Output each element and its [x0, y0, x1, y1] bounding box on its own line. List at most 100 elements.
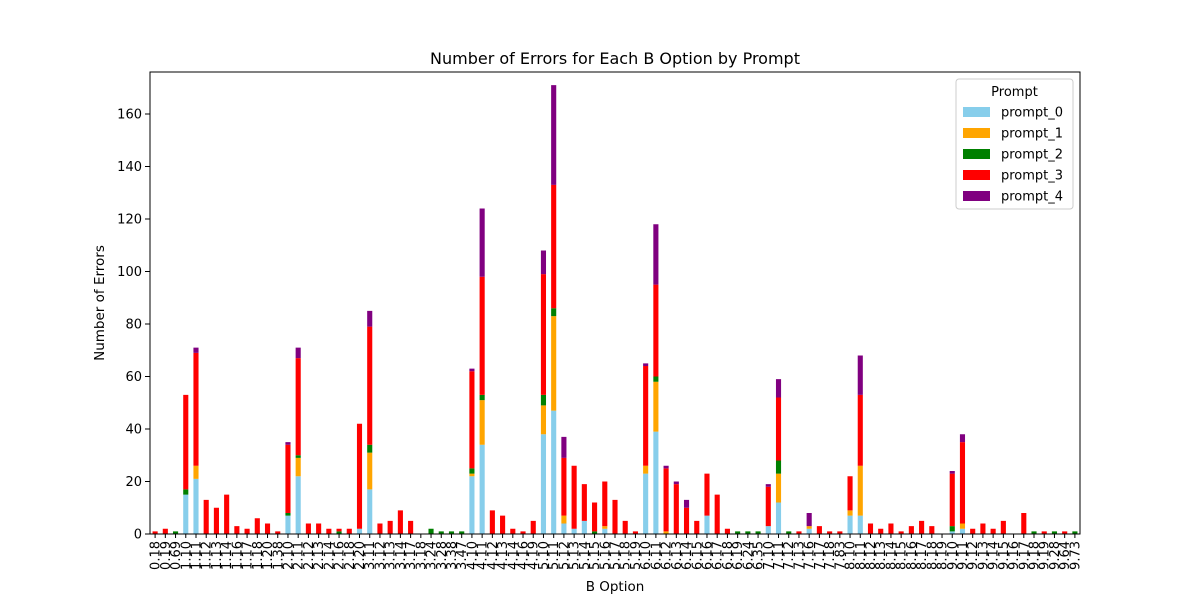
x-tick-label-42: 5.14	[578, 541, 593, 570]
bar-segment-prompt_3-82	[990, 528, 996, 534]
bar-segment-prompt_2-90	[1072, 531, 1078, 535]
x-tick-label-59: 6.35	[752, 541, 767, 570]
bar-segment-prompt_2-49	[653, 376, 659, 382]
x-tick-label-33: 4.12	[486, 541, 501, 570]
legend-label-prompt_3: prompt_3	[1001, 169, 1063, 184]
bar-segment-prompt_0-61	[775, 502, 782, 534]
bar-segment-prompt_3-33	[489, 510, 495, 535]
bar-segment-prompt_3-56	[724, 528, 730, 534]
bar-segment-prompt_3-87	[1041, 531, 1047, 535]
x-tick-label-7: 1.14	[220, 541, 235, 570]
x-tick-label-58: 6.24	[741, 541, 756, 570]
chart-title: Number of Errors for Each B Option by Pr…	[430, 49, 800, 68]
x-tick-label-25: 3.17	[404, 541, 419, 570]
x-tick-label-65: 7.17	[813, 541, 828, 570]
bar-segment-prompt_1-49	[653, 381, 659, 432]
bar-segment-prompt_2-59	[755, 531, 761, 535]
bar-segment-prompt_3-8	[234, 526, 240, 535]
x-tick-label-18: 2.16	[333, 541, 348, 570]
bar-segment-prompt_4-69	[857, 355, 863, 395]
bar-segment-prompt_3-78	[949, 473, 955, 527]
bar-segment-prompt_3-18	[336, 528, 342, 532]
bar-segment-prompt_3-7	[224, 494, 230, 535]
bar-segment-prompt_3-34	[500, 515, 506, 535]
bar-segment-prompt_3-10	[254, 518, 260, 534]
x-tick-label-32: 4.11	[476, 541, 491, 570]
x-axis-label: B Option	[586, 579, 645, 595]
x-tick-label-12: 1.38	[271, 541, 286, 570]
x-tick-label-63: 7.13	[792, 541, 807, 570]
x-tick-label-72: 8.14	[884, 541, 899, 570]
bar-segment-prompt_1-69	[857, 465, 863, 516]
bar-segment-prompt_4-51	[673, 481, 679, 485]
legend-label-prompt_2: prompt_2	[1001, 148, 1063, 163]
bar-segment-prompt_3-37	[530, 520, 536, 535]
bar-segment-prompt_0-40	[561, 523, 567, 534]
legend-swatch-prompt_2	[963, 149, 990, 159]
x-tick-label-78: 9.10	[946, 541, 961, 570]
bar-segment-prompt_3-73	[898, 531, 904, 535]
bar-segment-prompt_4-4	[193, 347, 199, 353]
bar-segment-prompt_0-41	[571, 528, 577, 534]
y-tick-label-1: 20	[125, 475, 142, 490]
x-tick-label-3: 1.10	[179, 541, 194, 570]
bar-segment-prompt_4-79	[959, 434, 966, 443]
bar-segment-prompt_3-42	[581, 484, 587, 521]
x-tick-label-46: 5.18	[619, 541, 634, 570]
bar-segment-prompt_3-44	[602, 481, 608, 527]
x-tick-label-90: 9.73	[1068, 541, 1083, 570]
bar-segment-prompt_4-13	[285, 442, 291, 445]
x-tick-label-39: 5.11	[547, 541, 562, 570]
bar-segment-prompt_2-13	[285, 513, 291, 516]
bar-segment-prompt_2-28	[438, 531, 444, 535]
bar-segment-prompt_3-51	[673, 484, 679, 535]
bar-segment-prompt_0-32	[479, 444, 485, 534]
x-tick-label-48: 6.10	[639, 541, 654, 570]
bar-segment-prompt_1-14	[295, 457, 301, 477]
bar-segment-prompt_0-49	[653, 431, 659, 535]
bar-segment-prompt_3-4	[193, 352, 199, 466]
bar-segment-prompt_4-48	[643, 363, 649, 367]
bar-segment-prompt_3-67	[837, 531, 843, 535]
bar-segment-prompt_2-43	[592, 531, 598, 535]
x-tick-label-67: 7.83	[833, 541, 848, 570]
bar-segment-prompt_3-48	[643, 366, 649, 466]
bar-segment-prompt_0-21	[367, 489, 373, 535]
x-tick-label-10: 1.18	[251, 541, 266, 570]
bar-segment-prompt_3-41	[571, 465, 577, 529]
x-tick-label-14: 2.11	[292, 541, 307, 570]
bar-segment-prompt_3-5	[203, 499, 209, 535]
bar-segment-prompt_3-55	[714, 494, 720, 535]
bar-segment-prompt_0-13	[285, 515, 291, 535]
bar-segment-prompt_3-63	[796, 531, 802, 535]
bar-segment-prompt_4-38	[540, 250, 547, 275]
bar-segment-prompt_0-60	[765, 526, 771, 535]
bar-segment-prompt_2-78	[949, 526, 955, 532]
plot-frame	[149, 71, 1081, 535]
bar-segment-prompt_4-21	[367, 310, 373, 327]
x-tick-label-30: 3.47	[455, 541, 470, 570]
x-tick-label-56: 6.18	[721, 541, 736, 570]
y-tick-label-3: 60	[125, 370, 142, 385]
bar-segment-prompt_2-27	[428, 528, 434, 534]
bar-segment-prompt_1-68	[847, 510, 853, 516]
x-tick-label-24: 3.14	[394, 541, 409, 570]
y-tick-label-4: 80	[125, 318, 142, 333]
x-tick-label-41: 5.13	[568, 541, 583, 570]
x-tick-label-22: 3.12	[373, 541, 388, 570]
bar-segment-prompt_3-39	[551, 184, 557, 309]
bar-segment-prompt_3-22	[377, 523, 383, 534]
bar-segment-prompt_3-61	[775, 397, 782, 461]
legend-title: Prompt	[991, 85, 1038, 100]
bar-segment-prompt_0-3	[183, 494, 189, 535]
x-tick-label-84: 9.16	[1007, 541, 1022, 570]
bar-segment-prompt_3-47	[632, 531, 638, 535]
x-tick-label-45: 5.17	[609, 541, 624, 570]
bar-segment-prompt_3-66	[827, 531, 833, 535]
bar-segment-prompt_2-32	[479, 394, 485, 401]
bar-segment-prompt_3-15	[305, 523, 311, 534]
bar-segment-prompt_1-48	[643, 465, 649, 474]
bar-segment-prompt_2-31	[469, 468, 475, 474]
bar-segment-prompt_3-32	[479, 276, 485, 395]
bar-segment-prompt_3-43	[592, 502, 598, 532]
